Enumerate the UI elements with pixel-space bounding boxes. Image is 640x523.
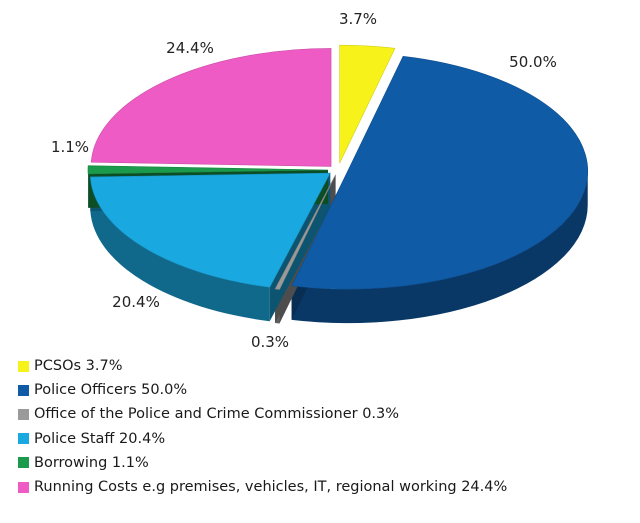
pie-chart-svg: 3.7% 50.0% 0.3% 20.4% 1.1% 24.4% xyxy=(51,10,588,350)
legend-swatch xyxy=(18,408,29,420)
slice-value-label: 1.1% xyxy=(51,138,89,156)
pie-slice xyxy=(339,44,396,164)
legend-swatch xyxy=(18,481,29,493)
legend-item: PCSOs 3.7% xyxy=(18,354,507,378)
slice-value-label: 24.4% xyxy=(166,39,214,57)
chart-legend: PCSOs 3.7% Police Officers 50.0% Office … xyxy=(18,354,507,499)
legend-swatch xyxy=(18,433,29,445)
pie-slice xyxy=(90,48,332,167)
legend-item: Borrowing 1.1% xyxy=(18,451,507,475)
legend-item: Police Officers 50.0% xyxy=(18,378,507,402)
legend-item: Police Staff 20.4% xyxy=(18,427,507,451)
legend-label: Police Staff 20.4% xyxy=(34,430,166,447)
slice-value-label: 50.0% xyxy=(509,53,557,71)
legend-swatch xyxy=(18,457,29,469)
legend-swatch xyxy=(18,384,29,396)
pie-slice xyxy=(291,55,588,290)
slice-value-label: 0.3% xyxy=(251,333,289,350)
pie-slice xyxy=(274,174,336,290)
legend-label: Running Costs e.g premises, vehicles, IT… xyxy=(34,479,508,496)
slice-value-label: 3.7% xyxy=(339,10,377,28)
pie-slice xyxy=(87,165,329,175)
pie-slice-side xyxy=(291,171,588,324)
legend-label: Borrowing 1.1% xyxy=(34,454,149,471)
legend-label: Office of the Police and Crime Commissio… xyxy=(34,406,400,423)
pie-slice xyxy=(90,172,331,288)
pie-slice-side xyxy=(90,176,270,322)
slice-value-label: 20.4% xyxy=(112,293,160,311)
legend-swatch xyxy=(18,360,29,372)
legend-label: PCSOs 3.7% xyxy=(34,358,123,375)
legend-item: Office of the Police and Crime Commissio… xyxy=(18,402,507,426)
legend-item: Running Costs e.g premises, vehicles, IT… xyxy=(18,475,507,499)
legend-label: Police Officers 50.0% xyxy=(34,382,188,399)
